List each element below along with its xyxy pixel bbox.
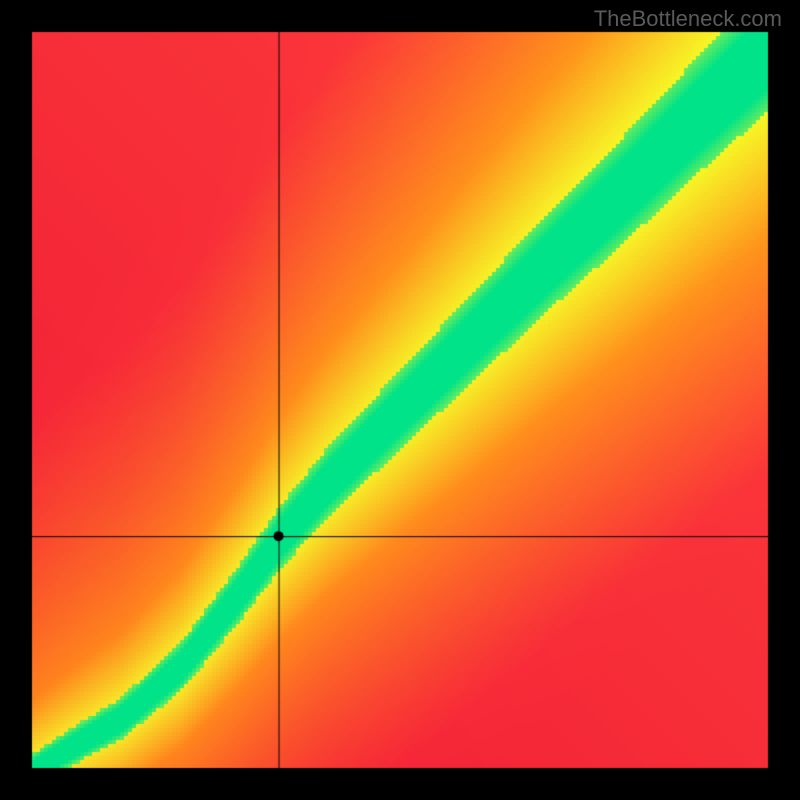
bottleneck-heatmap [0, 0, 800, 800]
chart-container: TheBottleneck.com [0, 0, 800, 800]
watermark-text: TheBottleneck.com [594, 6, 782, 32]
